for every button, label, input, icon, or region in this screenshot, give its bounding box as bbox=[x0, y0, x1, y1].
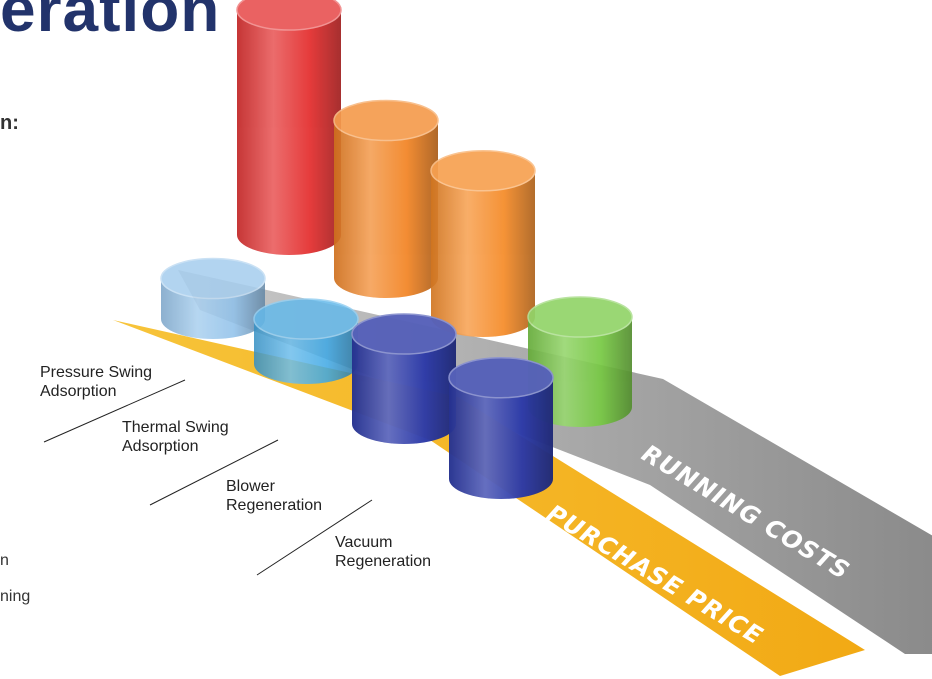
body-text-fragment: ning bbox=[0, 588, 31, 605]
category-label-line: Vacuum bbox=[335, 534, 393, 551]
section-subheading: n: bbox=[0, 112, 19, 134]
category-label-line: Thermal Swing bbox=[122, 419, 229, 436]
purchase-price-bar-blower-top bbox=[351, 313, 457, 355]
purchase-price-band bbox=[113, 320, 865, 676]
running-cost-bar-blower-body bbox=[431, 170, 535, 337]
category-label-line: Regeneration bbox=[226, 497, 323, 514]
category-label-line: Pressure Swing bbox=[40, 364, 153, 381]
body-text-fragment: n bbox=[0, 552, 9, 569]
purchase-price-bar-blower bbox=[351, 313, 457, 444]
purchase-price-bar-thermal-swing-top bbox=[253, 298, 359, 340]
running-cost-bar-vacuum-top bbox=[527, 296, 633, 338]
purchase-price-bar-vacuum bbox=[448, 357, 554, 499]
purchase-price-bar-vacuum-body bbox=[449, 377, 553, 499]
leader-line bbox=[43, 379, 186, 443]
purchase-price-bar-vacuum-top bbox=[448, 357, 554, 399]
running-cost-bar-blower bbox=[430, 150, 536, 337]
leader-line bbox=[256, 499, 373, 576]
purchase-price-bar-blower-body bbox=[352, 334, 456, 444]
running-cost-bar-vacuum bbox=[527, 296, 633, 427]
running-cost-bar-pressure-swing-top bbox=[236, 0, 342, 31]
category-label-line: Blower bbox=[226, 478, 275, 495]
running-cost-bar-pressure-swing bbox=[236, 0, 342, 255]
category-label-vacuum: Vacuum Regeneration bbox=[335, 533, 431, 571]
purchase-price-bar-thermal-swing bbox=[253, 298, 359, 384]
category-label-line: Adsorption bbox=[40, 383, 117, 400]
leader-line bbox=[149, 439, 279, 506]
running-cost-bar-pressure-swing-body bbox=[237, 10, 341, 255]
running-cost-bar-thermal-swing-body bbox=[334, 120, 438, 298]
category-label-blower: Blower Regeneration bbox=[226, 477, 322, 515]
running-cost-bar-vacuum-body bbox=[528, 317, 632, 427]
category-label-line: Adsorption bbox=[122, 438, 199, 455]
purchase-price-bar-pressure-swing-top bbox=[160, 257, 266, 300]
page-heading: eration bbox=[0, 0, 221, 45]
category-label-pressure-swing: Pressure Swing Adsorption bbox=[40, 363, 152, 401]
running-cost-bar-blower-top bbox=[430, 150, 536, 192]
category-label-line: Regeneration bbox=[335, 553, 432, 570]
running-cost-bar-thermal-swing-top bbox=[333, 99, 439, 142]
category-label-thermal-swing: Thermal Swing Adsorption bbox=[122, 418, 229, 456]
purchase-price-bar-pressure-swing bbox=[160, 257, 266, 339]
running-cost-bar-thermal-swing bbox=[333, 99, 439, 298]
